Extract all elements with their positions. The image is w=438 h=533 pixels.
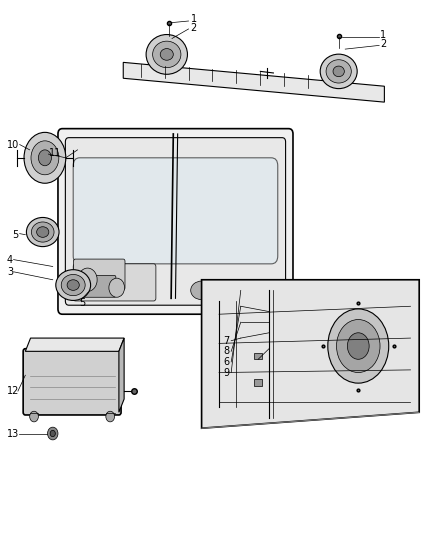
Circle shape (78, 268, 97, 292)
Circle shape (328, 309, 389, 383)
Text: 8: 8 (223, 346, 230, 357)
Circle shape (24, 132, 66, 183)
Text: 13: 13 (7, 429, 19, 439)
Circle shape (109, 278, 124, 297)
Text: 9: 9 (223, 368, 230, 377)
Ellipse shape (160, 49, 173, 60)
Text: 7: 7 (223, 336, 230, 346)
Ellipse shape (26, 217, 59, 247)
Circle shape (106, 411, 115, 422)
FancyBboxPatch shape (58, 128, 293, 314)
Text: 3: 3 (7, 267, 13, 277)
FancyBboxPatch shape (73, 158, 278, 264)
Bar (254, 379, 261, 386)
Ellipse shape (37, 227, 49, 237)
Circle shape (47, 427, 58, 440)
Text: 4: 4 (7, 255, 13, 264)
Circle shape (39, 150, 51, 166)
Text: 12: 12 (7, 386, 19, 396)
Ellipse shape (67, 280, 79, 290)
FancyBboxPatch shape (73, 264, 156, 301)
Text: 1: 1 (191, 14, 197, 25)
Ellipse shape (191, 281, 212, 300)
Circle shape (50, 430, 55, 437)
Bar (254, 353, 261, 359)
Ellipse shape (56, 270, 91, 301)
Text: 6: 6 (223, 357, 230, 367)
Ellipse shape (61, 274, 85, 296)
Ellipse shape (32, 222, 54, 242)
Circle shape (30, 411, 39, 422)
Text: 5: 5 (12, 230, 18, 240)
Ellipse shape (237, 283, 254, 298)
Text: 10: 10 (7, 140, 19, 150)
Ellipse shape (320, 54, 357, 88)
Ellipse shape (326, 60, 351, 83)
Circle shape (336, 319, 380, 373)
FancyBboxPatch shape (78, 276, 116, 297)
Text: 2: 2 (191, 23, 197, 33)
FancyBboxPatch shape (74, 259, 125, 290)
FancyBboxPatch shape (65, 138, 286, 305)
Circle shape (31, 141, 59, 175)
Ellipse shape (333, 66, 344, 77)
Polygon shape (25, 338, 124, 351)
Polygon shape (201, 280, 419, 428)
Text: 1: 1 (380, 30, 386, 41)
Text: 2: 2 (380, 39, 386, 49)
Ellipse shape (152, 41, 181, 68)
Circle shape (347, 333, 369, 359)
FancyBboxPatch shape (23, 349, 121, 415)
Polygon shape (119, 338, 124, 413)
Polygon shape (123, 62, 385, 102)
Text: 11: 11 (49, 148, 61, 158)
Ellipse shape (146, 35, 187, 74)
Text: 5: 5 (79, 297, 85, 308)
